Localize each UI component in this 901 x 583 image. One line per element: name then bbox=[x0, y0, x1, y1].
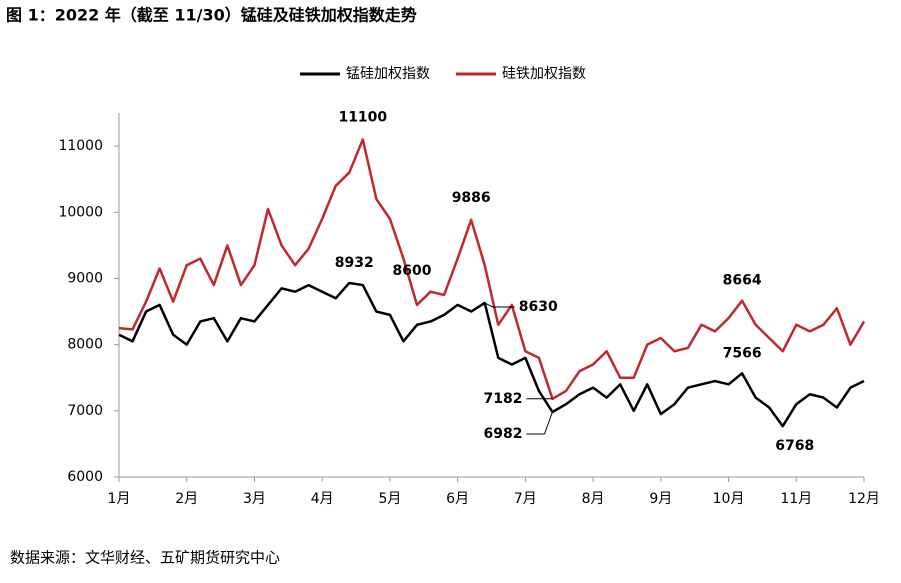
y-tick-label: 6000 bbox=[67, 469, 103, 485]
data-label: 7566 bbox=[723, 345, 762, 361]
x-tick-label: 9月 bbox=[649, 491, 672, 507]
x-tick-label: 4月 bbox=[311, 491, 334, 507]
x-tick-label: 7月 bbox=[514, 491, 537, 507]
data-label: 6768 bbox=[775, 438, 814, 454]
data-label: 8630 bbox=[519, 299, 558, 315]
line-series bbox=[118, 138, 866, 401]
data-label: 8600 bbox=[393, 263, 432, 279]
x-tick-label: 1月 bbox=[108, 491, 131, 507]
x-tick-label: 3月 bbox=[243, 491, 266, 507]
y-tick-label: 11000 bbox=[58, 138, 103, 154]
x-tick-label: 8月 bbox=[582, 491, 605, 507]
source-note: 数据来源：文华财经、五矿期货研究中心 bbox=[10, 549, 280, 567]
x-tick-label: 12月 bbox=[848, 491, 880, 507]
chart-title: 图 1：2022 年（截至 11/30）锰硅及硅铁加权指数走势 bbox=[6, 6, 417, 25]
line-series bbox=[118, 281, 865, 428]
data-label: 6982 bbox=[483, 426, 522, 442]
y-tick-label: 9000 bbox=[67, 270, 103, 286]
x-tick-label: 11月 bbox=[780, 491, 812, 507]
y-tick-label: 10000 bbox=[58, 204, 103, 220]
x-tick-label: 10月 bbox=[713, 491, 745, 507]
data-label: 7182 bbox=[483, 391, 522, 407]
callout-leader bbox=[526, 411, 553, 435]
y-tick-label: 7000 bbox=[67, 403, 103, 419]
x-tick-label: 6月 bbox=[446, 491, 469, 507]
data-label: 11100 bbox=[338, 109, 387, 125]
legend-label: 硅铁加权指数 bbox=[502, 66, 586, 82]
data-label: 8664 bbox=[723, 273, 762, 289]
legend-label: 锰硅加权指数 bbox=[346, 66, 430, 82]
data-label: 9886 bbox=[452, 190, 491, 206]
callout-leader bbox=[484, 302, 515, 308]
data-label: 8932 bbox=[335, 255, 374, 271]
x-tick-label: 5月 bbox=[378, 491, 401, 507]
x-tick-label: 2月 bbox=[175, 491, 198, 507]
y-tick-label: 8000 bbox=[67, 337, 103, 353]
